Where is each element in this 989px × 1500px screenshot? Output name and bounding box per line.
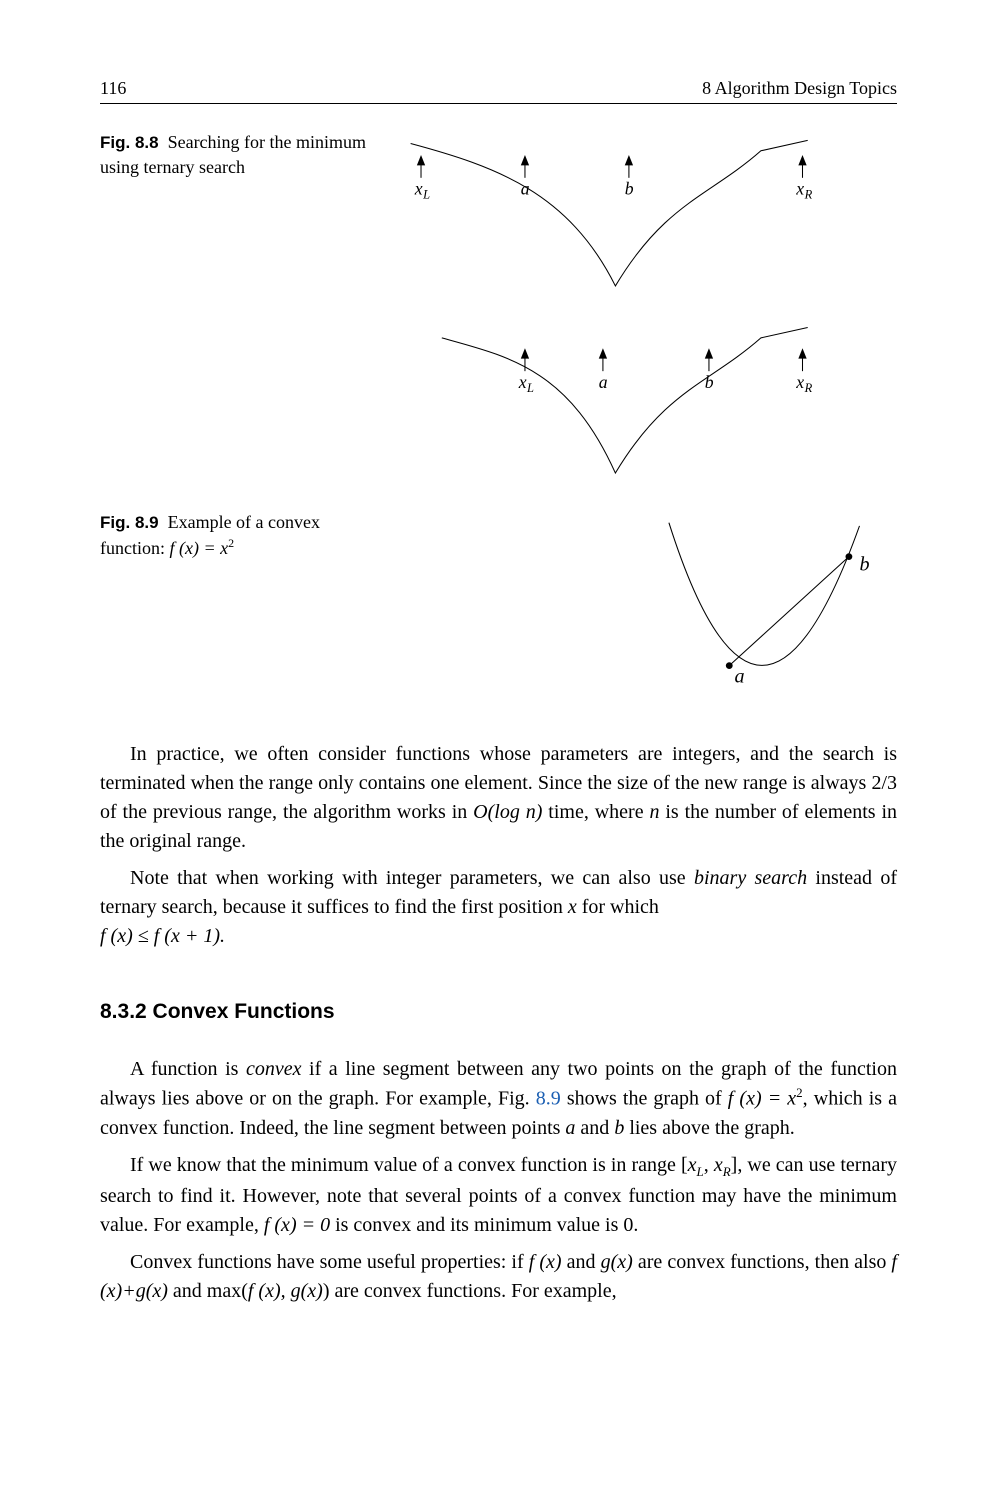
figure-8-9-caption-math: f (x) = x — [170, 538, 229, 558]
svg-text:a: a — [599, 372, 608, 392]
section-heading-8-3-2: 8.3.2 Convex Functions — [100, 997, 897, 1027]
svg-text:a: a — [735, 666, 745, 688]
p5-m2: g(x) — [601, 1251, 633, 1273]
p4-math: f (x) = 0 — [264, 1214, 330, 1236]
p4-text-a: If we know that the minimum value of a c… — [130, 1154, 688, 1176]
figure-8-9: Fig. 8.9 Example of a convex function: f… — [100, 510, 897, 690]
p3-math2: a — [565, 1117, 575, 1139]
p2-text-c: for which — [577, 896, 659, 918]
svg-text:R: R — [804, 188, 813, 202]
svg-text:R: R — [804, 381, 813, 395]
figure-8-9-label: Fig. 8.9 — [100, 513, 159, 532]
svg-text:b: b — [625, 178, 634, 198]
svg-text:x: x — [414, 178, 423, 198]
figure-8-8: Fig. 8.8 Searching for the minimum using… — [100, 130, 897, 530]
svg-text:b: b — [860, 553, 870, 575]
svg-text:b: b — [705, 372, 714, 392]
p3-text-e: and — [575, 1117, 614, 1139]
p3-text-c: shows the graph of — [561, 1088, 728, 1110]
p5-text-d: and max( — [168, 1280, 248, 1302]
p5-text-a: Convex functions have some useful proper… — [130, 1251, 529, 1273]
figure-8-9-caption-exp: 2 — [228, 536, 234, 550]
svg-text:x: x — [795, 178, 804, 198]
figure-8-8-label: Fig. 8.8 — [100, 133, 159, 152]
p5-m1: f (x) — [529, 1251, 562, 1273]
p2-text-a: Note that when working with integer para… — [130, 867, 694, 889]
p2-em: binary search — [694, 867, 807, 889]
p5-text-c: are convex functions, then also — [633, 1251, 892, 1273]
svg-text:x: x — [518, 372, 527, 392]
p2-math2: f (x) ≤ f (x + 1). — [100, 922, 225, 951]
p4-text-mid: , — [704, 1154, 714, 1176]
paragraph-2: Note that when working with integer para… — [100, 864, 897, 951]
figure-8-8-diagram: xLabxRxLabxR — [390, 130, 897, 530]
p5-text-b: and — [562, 1251, 601, 1273]
p3-text-a: A function is — [130, 1058, 246, 1080]
p4-text-c: is convex and its minimum value is 0. — [330, 1214, 638, 1236]
p3-math3: b — [614, 1117, 624, 1139]
chapter-title: 8 Algorithm Design Topics — [702, 78, 897, 99]
paragraph-3: A function is convex if a line segment b… — [100, 1055, 897, 1143]
page-number: 116 — [100, 78, 126, 99]
running-header: 116 8 Algorithm Design Topics — [100, 78, 897, 104]
paragraph-1: In practice, we often consider functions… — [100, 740, 897, 856]
figure-8-9-diagram: ab — [390, 510, 897, 690]
p3-text-f: lies above the graph. — [624, 1117, 795, 1139]
figure-8-8-caption: Fig. 8.8 Searching for the minimum using… — [100, 130, 390, 179]
p5-text-e: ) are convex functions. For example, — [323, 1280, 617, 1302]
p4-xr: x — [714, 1154, 723, 1176]
body-text: In practice, we often consider functions… — [100, 740, 897, 1306]
p4-xl-sub: L — [697, 1164, 704, 1179]
svg-text:L: L — [526, 381, 534, 395]
p4-xl: x — [688, 1154, 697, 1176]
paragraph-5: Convex functions have some useful proper… — [100, 1248, 897, 1306]
svg-text:L: L — [422, 188, 430, 202]
p4-xr-sub: R — [723, 1164, 731, 1179]
figure-8-9-caption: Fig. 8.9 Example of a convex function: f… — [100, 510, 390, 560]
p3-math1: f (x) = x — [728, 1088, 796, 1110]
p1-text-b: time, where — [542, 801, 649, 823]
p5-m4: f (x), g(x) — [248, 1280, 323, 1302]
p1-math2: n — [649, 801, 659, 823]
svg-text:a: a — [521, 178, 530, 198]
p1-math1: O(log n) — [473, 801, 542, 823]
paragraph-4: If we know that the minimum value of a c… — [100, 1151, 897, 1240]
p3-em: convex — [246, 1058, 302, 1080]
figure-8-9-link[interactable]: 8.9 — [536, 1088, 561, 1110]
p2-math1: x — [568, 896, 577, 918]
svg-text:x: x — [795, 372, 804, 392]
